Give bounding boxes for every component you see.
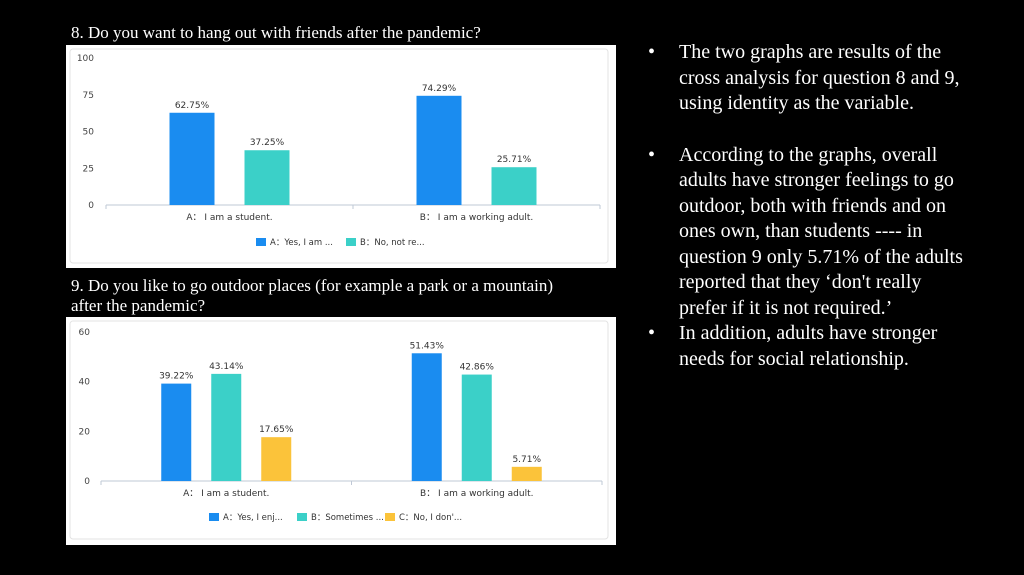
legend-label[interactable]: C：No, I don'... (399, 513, 462, 523)
category-label: B： I am a working adult. (420, 489, 533, 499)
y-tick-label: 40 (79, 378, 91, 388)
bullet-list: • The two graphs are results of the cross… (648, 40, 968, 372)
bullet-text: According to the graphs, overall adults … (679, 143, 963, 319)
chart-q8-panel: 0 25 50 75 100 A： I am a student. 62.75% 37.25%… (66, 45, 616, 268)
bar (491, 167, 537, 205)
question-9-title: 9. Do you like to go outdoor places (for… (71, 276, 554, 315)
bullet-item: • In addition, adults have stronger needs… (648, 321, 968, 372)
data-label: 74.29% (422, 84, 457, 94)
y-tick-label: 25 (83, 164, 94, 174)
chart-q9: 0 20 40 60 A： I am a student. 39.22% 43.14% 17.… (69, 320, 609, 540)
y-tick-label: 20 (79, 427, 91, 437)
bar (511, 466, 542, 481)
legend-label[interactable]: A：Yes, I am ... (270, 238, 333, 248)
legend-swatch[interactable] (346, 238, 356, 246)
bullet-dot: • (648, 41, 656, 63)
category-label: A： I am a student. (186, 213, 272, 223)
category-label: B： I am a working adult. (420, 213, 533, 223)
chart-q8: 0 25 50 75 100 A： I am a student. 62.75% 37.25%… (69, 48, 609, 264)
y-tick-label: 100 (77, 54, 94, 64)
bullet-dot: • (648, 143, 656, 166)
data-label: 62.75% (175, 101, 210, 111)
bar (261, 437, 292, 481)
bullet-item: • According to the graphs, overall adults… (648, 143, 968, 322)
legend-swatch[interactable] (256, 238, 266, 246)
legend-swatch[interactable] (385, 513, 395, 521)
legend-label[interactable]: B：No, not re... (360, 238, 425, 248)
y-tick-label: 75 (83, 91, 94, 101)
data-label: 39.22% (159, 372, 194, 382)
bar (461, 374, 492, 481)
y-tick-label: 60 (79, 328, 91, 338)
legend-swatch[interactable] (209, 513, 219, 521)
legend-label[interactable]: A：Yes, I enj... (223, 513, 283, 523)
question-8-title: 8. Do you want to hang out with friends … (71, 23, 481, 42)
legend-label[interactable]: B：Sometimes ... (311, 513, 384, 523)
data-label: 17.65% (259, 425, 294, 435)
data-label: 51.43% (410, 341, 445, 351)
category-label: A： I am a student. (183, 489, 269, 499)
data-label: 25.71% (497, 155, 532, 165)
bullet-item: • The two graphs are results of the cross… (648, 40, 968, 117)
bar (169, 112, 215, 205)
y-tick-label: 0 (84, 477, 90, 487)
bar (416, 95, 462, 205)
bullet-text: The two graphs are results of the cross … (679, 41, 960, 114)
bar (161, 383, 192, 481)
y-tick-label: 0 (88, 201, 94, 211)
bar (244, 150, 290, 205)
bar (211, 373, 242, 481)
data-label: 37.25% (250, 138, 285, 148)
bar (411, 353, 442, 481)
chart-card (69, 48, 609, 264)
data-label: 42.86% (460, 363, 495, 373)
y-tick-label: 50 (83, 128, 95, 138)
bullet-text: In addition, adults have stronger needs … (679, 322, 938, 370)
bullet-dot: • (648, 322, 656, 344)
chart-q9-panel: 0 20 40 60 A： I am a student. 39.22% 43.14% 17.… (66, 317, 616, 545)
chart-card (69, 320, 609, 540)
data-label: 5.71% (512, 455, 541, 465)
legend-swatch[interactable] (297, 513, 307, 521)
data-label: 43.14% (209, 362, 244, 372)
